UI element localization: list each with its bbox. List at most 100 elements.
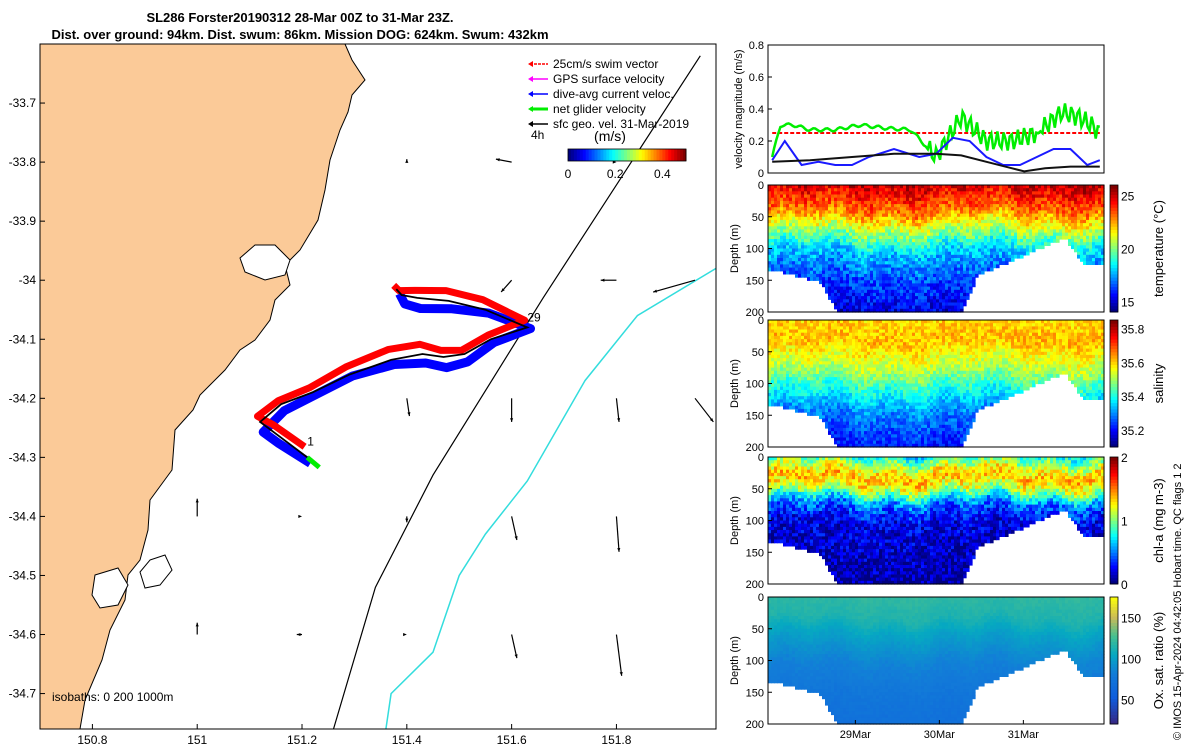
section-cell [870,267,874,272]
section-cell [858,213,862,218]
section-cell [819,229,823,234]
section-cell [981,248,985,253]
section-cell [882,194,886,199]
section-cell [900,239,904,243]
section-cell [855,188,859,192]
section-cell [906,232,910,237]
section-cell [882,280,886,285]
section-cell [951,248,955,253]
section-cell [894,254,898,259]
section-cell [837,185,841,189]
section-cell [777,235,781,240]
section-cell [804,216,808,221]
section-cell [810,204,814,208]
section-cell [768,197,772,202]
section-cell [777,267,781,272]
section-cell [852,194,856,199]
section-cell [840,286,844,291]
section-cell [816,277,820,281]
section-cell [957,280,961,285]
section-cell [792,232,796,237]
section-cell [960,200,964,205]
colorbar-segment [582,149,587,161]
section-cell [909,226,913,231]
section-cell [915,308,919,313]
section-cell [837,254,841,259]
section-cell [942,296,946,300]
section-cell [900,194,904,199]
section-cell [783,185,787,189]
section-cell [876,216,880,221]
section-cell [960,219,964,224]
section-cell [879,200,883,205]
section-cell [831,216,835,221]
section-cell [975,191,979,196]
section-cell [936,280,940,285]
section-cell [843,277,847,281]
section-cell [972,258,976,262]
section-cell [915,232,919,237]
section-cell [792,191,796,196]
section-cell [882,289,886,294]
section-cell [789,251,793,256]
section-cell [816,270,820,275]
section-cell [822,280,826,285]
section-cell [867,286,871,291]
section-cell [774,188,778,192]
section-cell [933,261,937,265]
section-cell [924,292,928,297]
section-cell [852,273,856,278]
section-cell [807,261,811,265]
section-cell [852,242,856,246]
section-cell [906,302,910,307]
section-cell [837,210,841,215]
section-cell [957,258,961,262]
section-cell [771,248,775,253]
section-cell [801,251,805,256]
section-cell [954,258,958,262]
section-cell [873,273,877,278]
section-cell [837,223,841,227]
section-cell [840,210,844,215]
section-cell [894,239,898,243]
section-cell [840,283,844,288]
section-cell [870,235,874,240]
section-cell [948,254,952,259]
section-cell [873,261,877,265]
section-cell [846,239,850,243]
section-cell [903,264,907,269]
section-cell [903,251,907,256]
section-cell [957,254,961,259]
section-cell [813,213,817,218]
section-cell [912,273,916,278]
section-cell [888,289,892,294]
section-cell [924,267,928,272]
section-cell [846,219,850,224]
section-cell [918,299,922,304]
section-cell [864,210,868,215]
section-cell [903,267,907,272]
section-cell [786,210,790,215]
section-cell [906,204,910,208]
section-cell [921,229,925,234]
section-cell [801,264,805,269]
section-cell [843,254,847,259]
section-cell [831,239,835,243]
section-cell [849,286,853,291]
geo-vector-arrowhead [619,672,623,676]
section-cell [963,200,967,205]
section-cell [822,226,826,231]
section-cell [912,283,916,288]
section-cell [933,207,937,211]
section-cell [837,194,841,199]
section-cell [894,305,898,310]
section-cell [825,258,829,262]
section-cell [825,200,829,205]
section-cell [840,258,844,262]
section-cell [864,273,868,278]
section-cell [924,229,928,234]
section-cell [771,267,775,272]
section-cell [897,197,901,202]
section-cell [849,283,853,288]
